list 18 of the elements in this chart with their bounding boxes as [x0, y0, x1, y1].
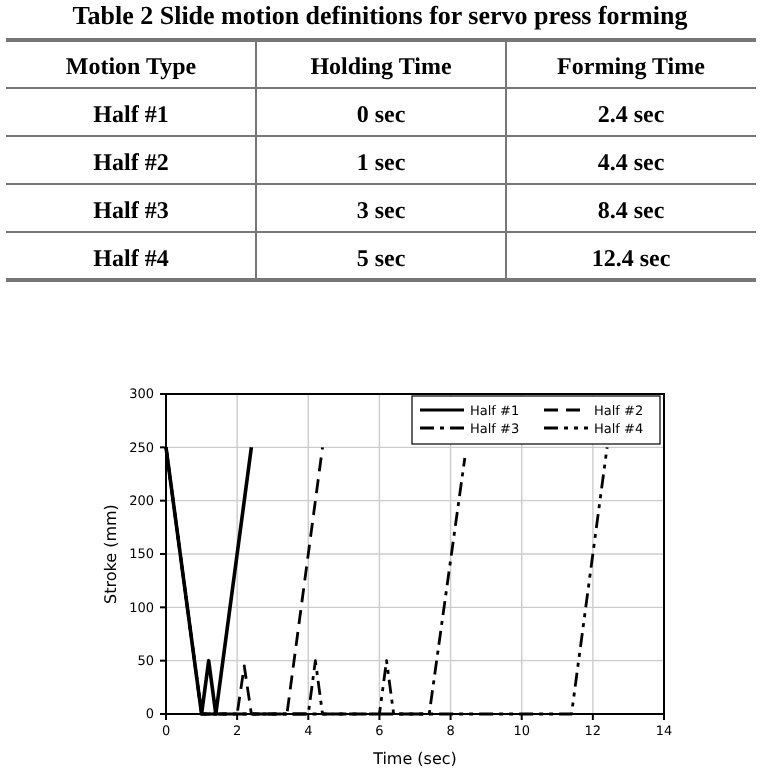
y-tick-label: Half #4 — [93, 244, 169, 272]
y-tick-label: Half #2 — [93, 148, 169, 176]
data-label: 3 sec — [356, 196, 407, 224]
data-label: 4.4 sec — [597, 148, 666, 176]
x-tick-label: Forming Time — [557, 52, 707, 80]
data-label: 5 sec — [356, 244, 407, 272]
data-label: 0 sec — [356, 100, 407, 128]
y-axis-title: Motion Type — [65, 52, 198, 80]
x-tick-label: Holding Time — [310, 52, 453, 80]
data-label: 12.4 sec — [591, 244, 672, 272]
y-axis-title: Stroke (mm) — [102, 504, 120, 604]
x-axis-title: Time (sec) — [371, 750, 457, 768]
y-tick-label: Half #1 — [93, 100, 169, 128]
y-tick-label: Half #3 — [93, 196, 169, 224]
data-label: 8.4 sec — [597, 196, 666, 224]
data-label: 1 sec — [356, 148, 407, 176]
chart-title: Table 2 Slide motion definitions for servo press forming — [72, 0, 689, 30]
data-label: 2.4 sec — [597, 100, 666, 128]
